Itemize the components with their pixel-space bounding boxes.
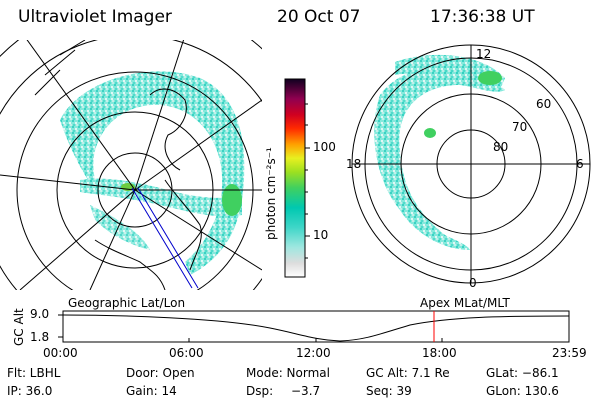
coastline: [94, 239, 166, 290]
altitude-curve: [62, 314, 570, 342]
colorbar-tick-10: 10: [313, 228, 329, 242]
status-glon: GLon: 130.6: [486, 384, 559, 398]
aurora-lower-left: [90, 205, 150, 250]
mlt-label-12: 12: [476, 47, 492, 61]
timeline-x-tick: 12:00: [296, 346, 331, 360]
mlt-label-18: 18: [346, 157, 362, 171]
timeline-x-tick: 23:59: [552, 346, 587, 360]
status-door: Door: Open: [126, 366, 195, 380]
instrument-title: Ultraviolet Imager: [18, 7, 172, 27]
status-dsp-label: Dsp:: [246, 384, 274, 398]
aurora-oval-right: [374, 66, 505, 251]
timeline-x-tick: 06:00: [169, 346, 204, 360]
timeline-y-tick-high: 9.0: [30, 307, 50, 321]
lat-label-60: 60: [536, 97, 552, 111]
coastline: [149, 88, 202, 271]
status-gain: Gain: 14: [126, 384, 177, 398]
status-glat: GLat: −86.1: [486, 366, 559, 380]
timeline-y-label: GC Alt: [12, 308, 26, 346]
status-filter: Flt: LBHL: [7, 366, 61, 380]
timeline-y-tick-low: 1.8: [30, 330, 50, 344]
lat-label-80: 80: [493, 140, 509, 154]
status-ip: IP: 36.0: [7, 384, 53, 398]
aurora-oval-left: [60, 71, 245, 275]
colorbar-unit-label: photon cm⁻²s⁻¹: [264, 147, 278, 240]
mlt-label-0: 0: [469, 276, 477, 290]
aurora-bright-spot: [222, 184, 242, 216]
status-mode: Mode: Normal: [246, 366, 330, 380]
timeline-x-tick: 00:00: [43, 346, 78, 360]
date-label: 20 Oct 07: [277, 7, 361, 27]
timeline-x-tick: 18:00: [422, 346, 457, 360]
color-bar: [284, 78, 306, 278]
colorbar-tick-100: 100: [313, 140, 336, 154]
geographic-map-panel: [0, 40, 262, 290]
lat-label-70: 70: [512, 120, 528, 134]
orbit-track: [131, 187, 193, 289]
status-seq: Seq: 39: [366, 384, 412, 398]
altitude-timeline: [58, 310, 570, 343]
status-gc-alt: GC Alt: 7.1 Re: [366, 366, 450, 380]
status-dsp-value: −3.7: [291, 384, 321, 398]
mlt-polar-panel: [351, 44, 591, 284]
mlt-label-6: 6: [576, 157, 584, 171]
time-label: 17:36:38 UT: [430, 7, 535, 27]
timeline-left-label: Geographic Lat/Lon: [68, 296, 186, 310]
timeline-right-label: Apex MLat/MLT: [420, 296, 510, 310]
